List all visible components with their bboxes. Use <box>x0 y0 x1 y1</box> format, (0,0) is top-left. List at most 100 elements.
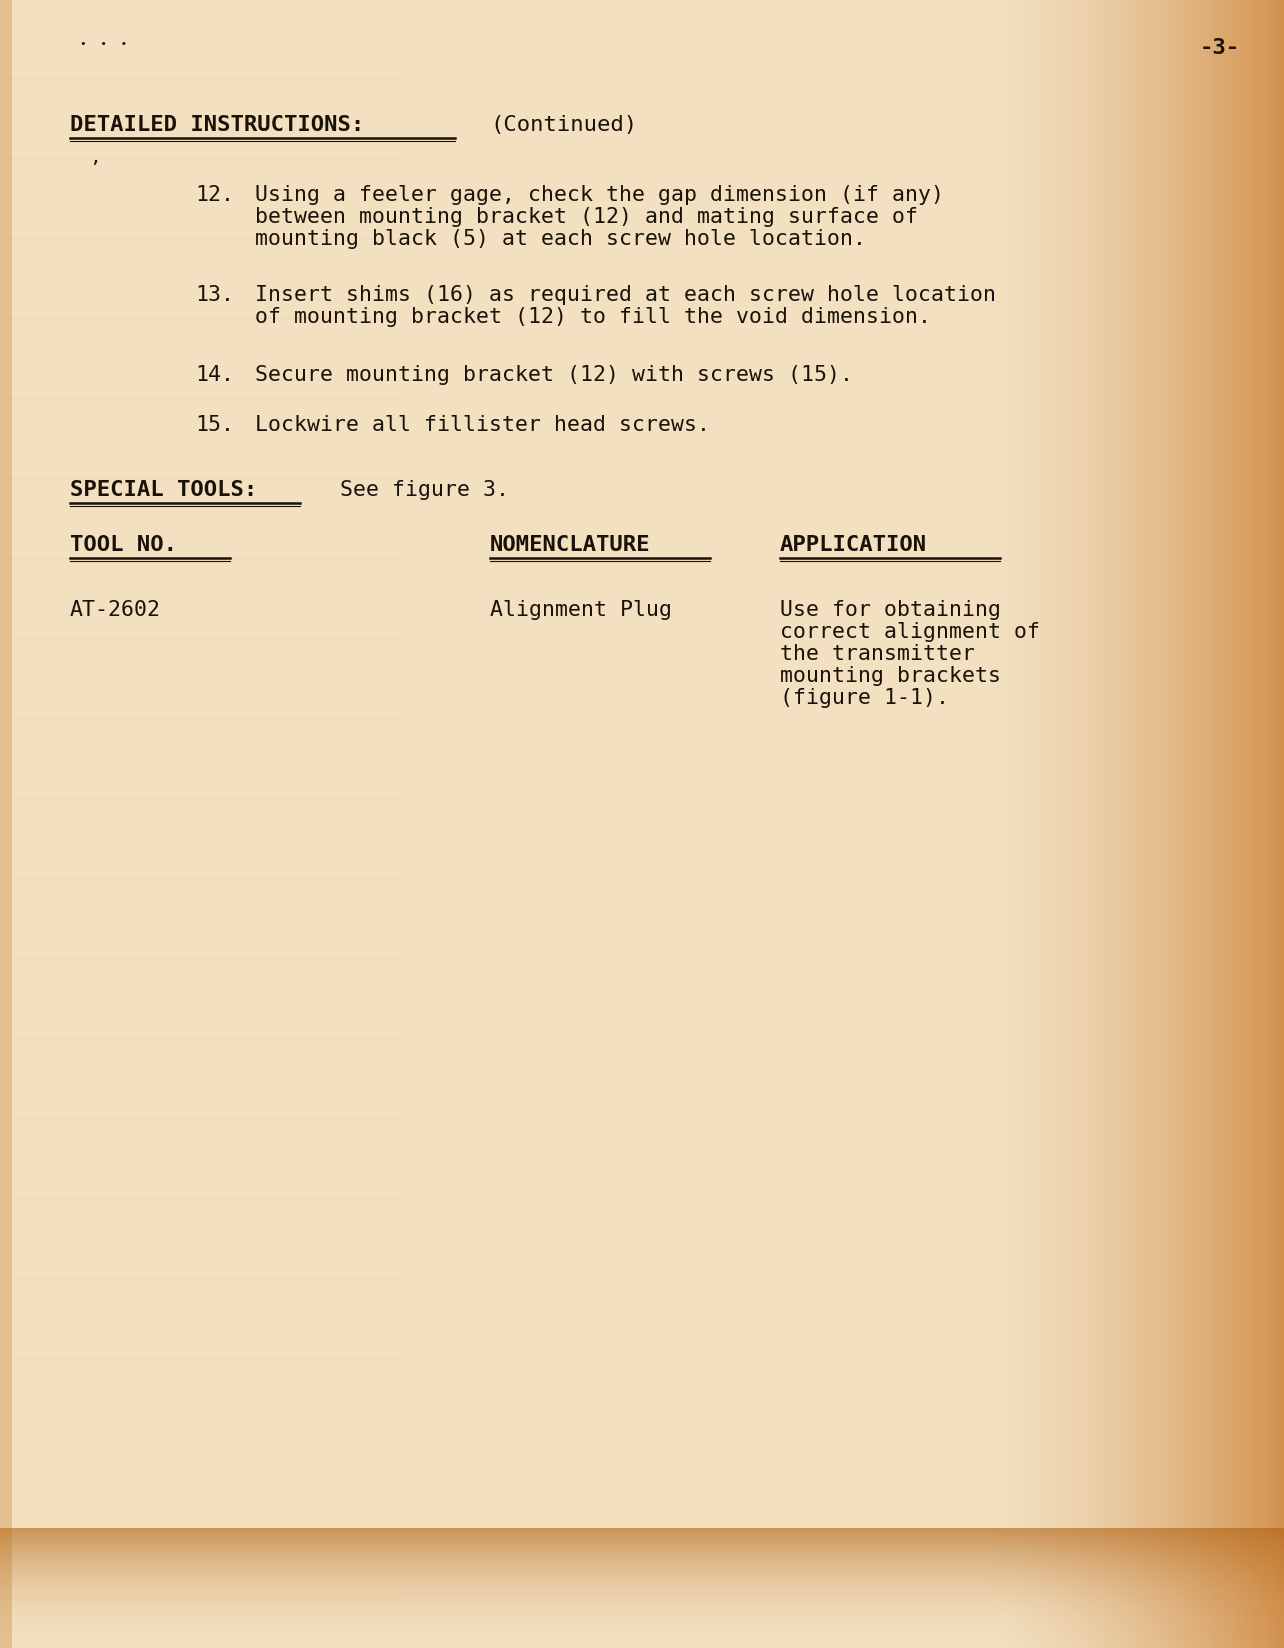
Text: TOOL NO.: TOOL NO. <box>71 534 177 555</box>
Bar <box>1112 0 1113 1648</box>
Bar <box>1193 0 1194 1648</box>
Bar <box>1090 0 1091 1648</box>
Bar <box>986 0 987 1648</box>
Bar <box>1225 0 1228 1648</box>
Bar <box>1036 0 1037 1648</box>
Bar <box>1132 0 1134 1648</box>
Bar <box>1176 0 1177 1648</box>
Bar <box>1014 0 1016 1648</box>
Bar <box>1143 0 1144 1648</box>
Bar <box>1049 0 1050 1648</box>
Bar <box>1000 0 1002 1648</box>
Bar <box>1165 0 1166 1648</box>
Bar <box>1019 0 1022 1648</box>
Bar <box>989 0 990 1648</box>
Bar <box>1247 0 1248 1648</box>
Bar <box>987 0 989 1648</box>
Bar <box>995 0 996 1648</box>
Bar <box>1129 0 1130 1648</box>
Bar <box>1248 0 1249 1648</box>
Text: Secure mounting bracket (12) with screws (15).: Secure mounting bracket (12) with screws… <box>256 364 853 384</box>
Bar <box>1152 0 1153 1648</box>
Bar <box>1233 0 1234 1648</box>
Bar <box>1026 0 1027 1648</box>
Bar <box>1202 0 1203 1648</box>
Bar <box>999 0 1000 1648</box>
Bar <box>1194 0 1195 1648</box>
Bar <box>1148 0 1149 1648</box>
Bar <box>1157 0 1158 1648</box>
Bar <box>1025 0 1026 1648</box>
Bar <box>1091 0 1094 1648</box>
Bar <box>1219 0 1220 1648</box>
Bar <box>1068 0 1070 1648</box>
Bar <box>1040 0 1041 1648</box>
Bar <box>1147 0 1148 1648</box>
Bar <box>1108 0 1109 1648</box>
Bar <box>1167 0 1168 1648</box>
Bar <box>1215 0 1216 1648</box>
Bar <box>1231 0 1233 1648</box>
Bar <box>1228 0 1229 1648</box>
Bar <box>1258 0 1260 1648</box>
Bar <box>1281 0 1283 1648</box>
Text: •  •  •: • • • <box>80 40 127 49</box>
Bar <box>1171 0 1174 1648</box>
Text: of mounting bracket (12) to fill the void dimension.: of mounting bracket (12) to fill the voi… <box>256 307 931 326</box>
Bar <box>1106 0 1107 1648</box>
Bar <box>1124 0 1125 1648</box>
Bar <box>1098 0 1099 1648</box>
Bar <box>1257 0 1258 1648</box>
Bar <box>1017 0 1018 1648</box>
Bar <box>1043 0 1044 1648</box>
Bar <box>1177 0 1179 1648</box>
Text: NOMENCLATURE: NOMENCLATURE <box>490 534 651 555</box>
Bar <box>1052 0 1053 1648</box>
Bar <box>1131 0 1132 1648</box>
Bar <box>1141 0 1143 1648</box>
Bar <box>1013 0 1014 1648</box>
Bar <box>1085 0 1086 1648</box>
Text: 14.: 14. <box>195 364 234 384</box>
Text: (figure 1-1).: (figure 1-1). <box>779 687 949 707</box>
Bar <box>1100 0 1103 1648</box>
Bar <box>1279 0 1281 1648</box>
Bar <box>1080 0 1081 1648</box>
Bar <box>1276 0 1278 1648</box>
Bar <box>1174 0 1175 1648</box>
Bar <box>1011 0 1013 1648</box>
Bar <box>1238 0 1239 1648</box>
Bar <box>998 0 999 1648</box>
Bar <box>1185 0 1186 1648</box>
Bar <box>1130 0 1131 1648</box>
Bar <box>1266 0 1267 1648</box>
Bar <box>1064 0 1067 1648</box>
Bar <box>1050 0 1052 1648</box>
Bar <box>1189 0 1192 1648</box>
Bar <box>1198 0 1201 1648</box>
Text: See figure 3.: See figure 3. <box>340 480 508 499</box>
Bar <box>1022 0 1023 1648</box>
Text: correct alignment of: correct alignment of <box>779 621 1040 641</box>
Bar <box>1118 0 1121 1648</box>
Bar <box>1135 0 1138 1648</box>
Bar <box>1109 0 1112 1648</box>
Bar <box>1256 0 1257 1648</box>
Bar <box>1054 0 1055 1648</box>
Bar <box>1072 0 1073 1648</box>
Text: the transmitter: the transmitter <box>779 644 975 664</box>
Bar <box>1007 0 1008 1648</box>
Bar <box>1242 0 1243 1648</box>
Bar <box>996 0 998 1648</box>
Text: Use for obtaining: Use for obtaining <box>779 600 1002 620</box>
Text: Lockwire all fillister head screws.: Lockwire all fillister head screws. <box>256 415 710 435</box>
Text: mounting black (5) at each screw hole location.: mounting black (5) at each screw hole lo… <box>256 229 865 249</box>
Bar <box>1211 0 1212 1648</box>
Bar <box>1103 0 1104 1648</box>
Bar <box>1210 0 1211 1648</box>
Text: Alignment Plug: Alignment Plug <box>490 600 672 620</box>
Bar <box>1044 0 1045 1648</box>
Bar <box>1067 0 1068 1648</box>
Bar <box>1077 0 1079 1648</box>
Bar <box>1035 0 1036 1648</box>
